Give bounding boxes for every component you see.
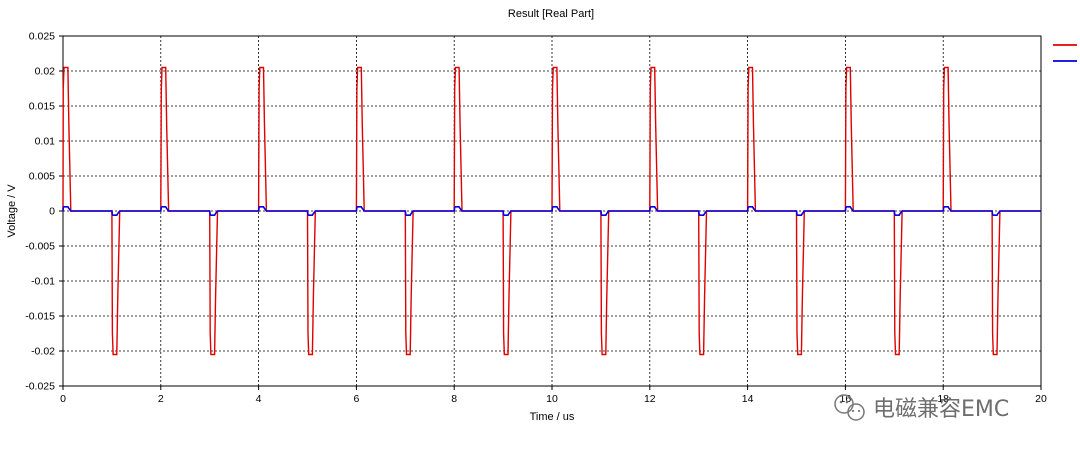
wechat-icon: [834, 394, 865, 421]
watermark: 电磁兼容EMC: [834, 394, 1009, 422]
x-tick-label: 20: [1035, 393, 1047, 405]
watermark-text: 电磁兼容EMC: [873, 397, 1009, 422]
y-tick-label: 0: [49, 206, 55, 218]
x-tick-label: 14: [742, 393, 754, 405]
y-axis-label: Voltage / V: [6, 184, 18, 238]
x-tick-label: 2: [158, 393, 164, 405]
chart-title: Result [Real Part]: [508, 8, 594, 20]
legend: [1053, 44, 1077, 62]
x-tick-label: 10: [546, 393, 558, 405]
x-tick-label: 16: [840, 393, 852, 405]
series-line-2: [62, 206, 1041, 216]
y-tick-label: -0.005: [25, 241, 55, 253]
x-axis-label: Time / us: [530, 411, 575, 423]
y-tick-label: 0.025: [29, 31, 55, 43]
y-tick-label: -0.025: [25, 381, 55, 393]
x-tick-label: 6: [353, 393, 359, 405]
series-layer: [62, 66, 1041, 356]
x-tick-label: 12: [644, 393, 656, 405]
y-tick-label: 0.02: [35, 66, 56, 78]
y-tick-label: -0.02: [31, 346, 55, 358]
y-tick-label: 0.005: [29, 171, 55, 183]
y-tick-label: 0.01: [35, 136, 56, 148]
y-tick-label: 0.015: [29, 101, 55, 113]
x-tick-label: 8: [451, 393, 457, 405]
y-tick-label: -0.01: [31, 276, 55, 288]
x-tick-label: 18: [937, 393, 949, 405]
x-tick-label: 4: [256, 393, 262, 405]
x-tick-label: 0: [60, 393, 66, 405]
axis-ticks: 0 2 4 6 8 10 12 14 16 18 20 0.025 0.02 0.015 0.01 0.005…: [25, 31, 1047, 406]
y-tick-label: -0.015: [25, 311, 55, 323]
